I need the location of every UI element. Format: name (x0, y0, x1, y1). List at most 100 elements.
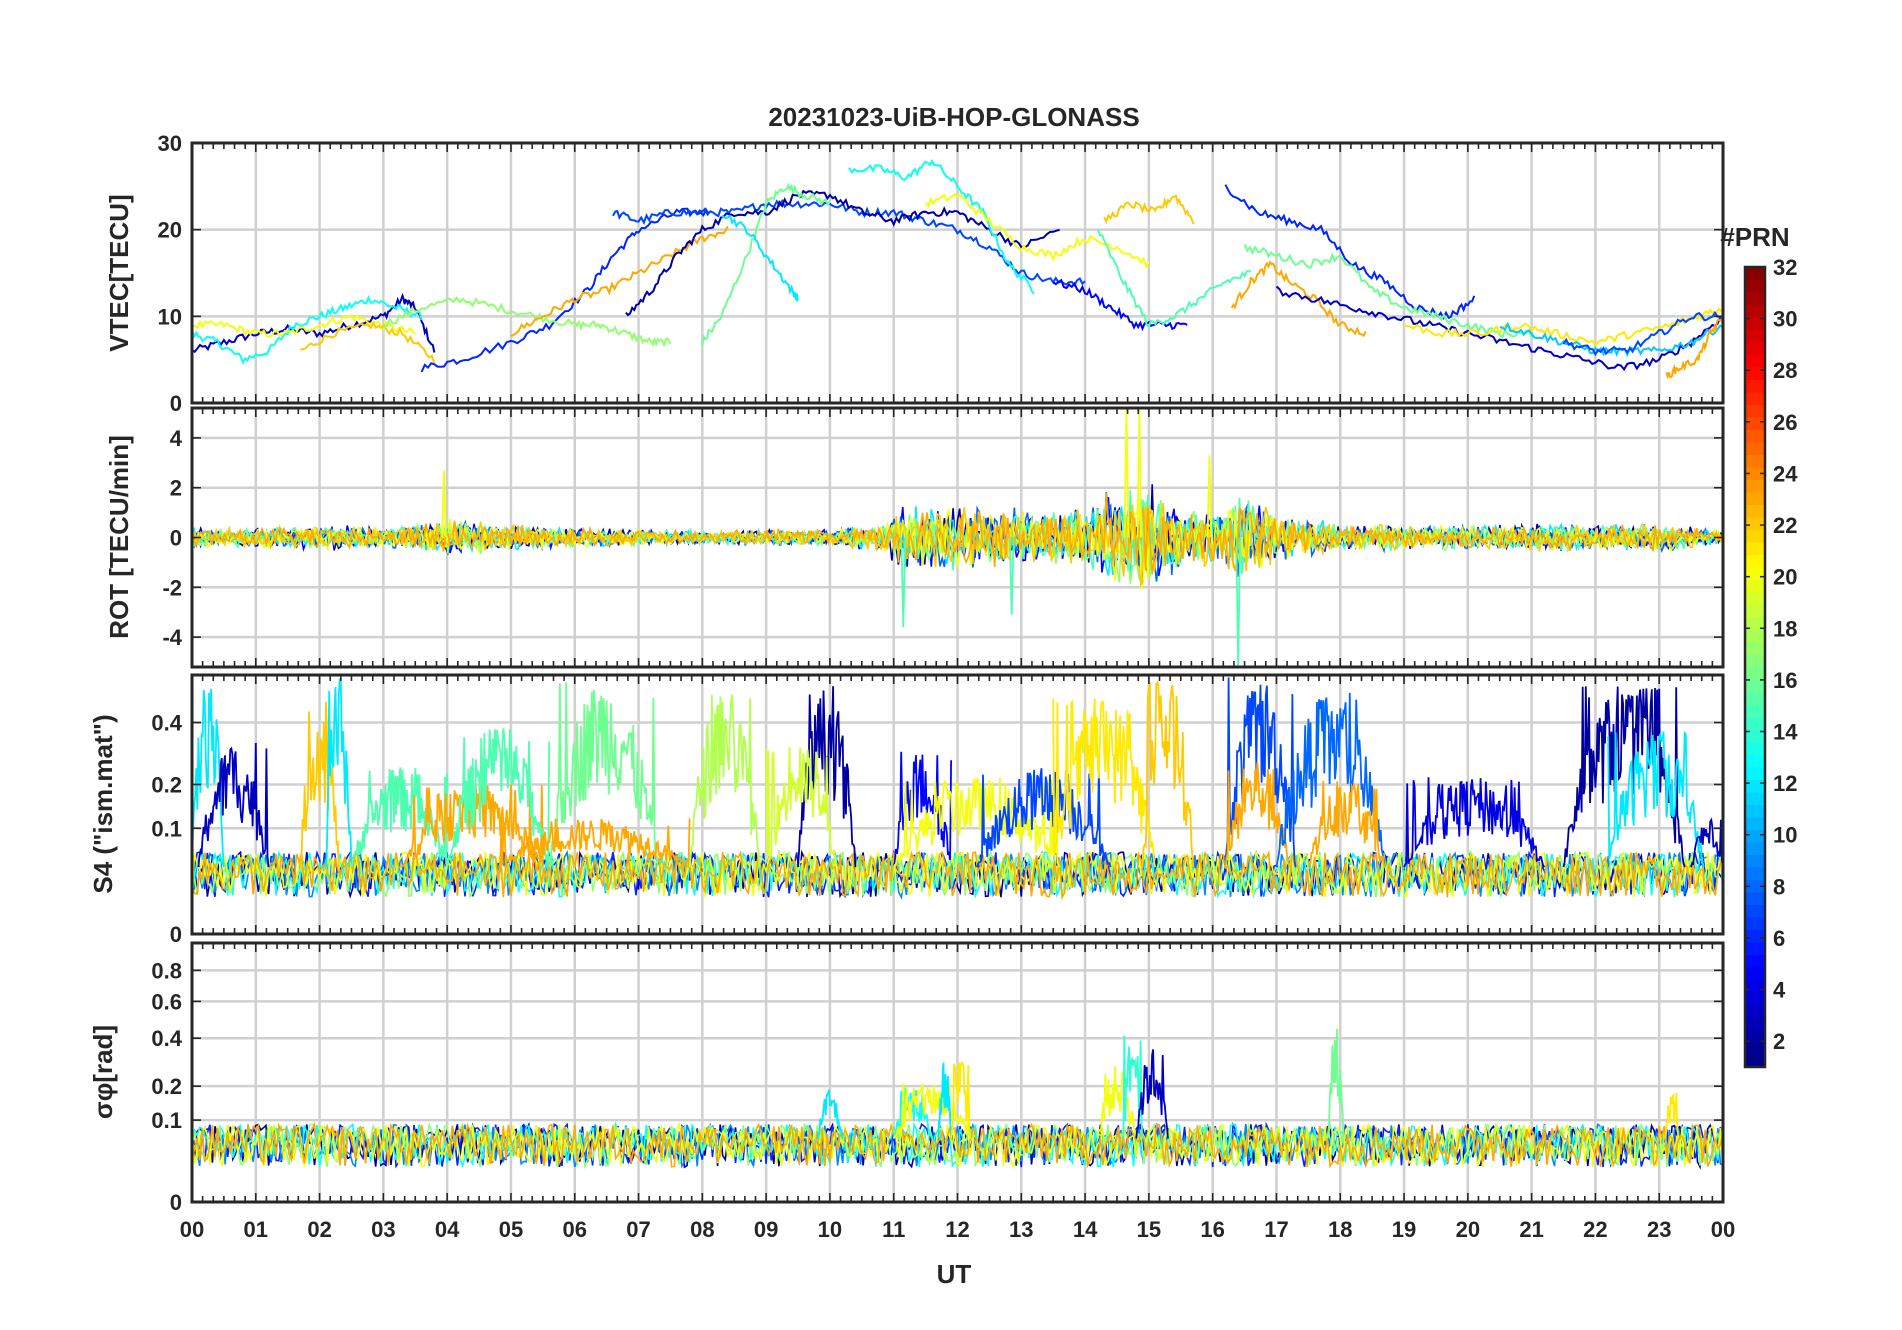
rot-spike (1123, 408, 1130, 538)
colorbar-swatch (1745, 492, 1765, 505)
colorbar-swatch (1745, 967, 1765, 980)
burst-series-line (950, 1060, 972, 1139)
burst-series-line (197, 742, 270, 868)
colorbar-swatch (1745, 604, 1765, 618)
burst-series-line (350, 767, 449, 868)
x-tick-label: 07 (626, 1217, 650, 1242)
y-axis-label: S4 ("ism.mat") (88, 714, 118, 893)
colorbar-tick-label: 4 (1773, 978, 1786, 1003)
colorbar-swatch (1745, 879, 1765, 893)
colorbar-swatch (1745, 917, 1765, 930)
x-tick-label: 21 (1519, 1217, 1543, 1242)
x-tick-label: 12 (945, 1217, 969, 1242)
vtec-series-line (1103, 194, 1195, 225)
vtec-series-line (1052, 278, 1188, 332)
y-tick-label: 0.4 (151, 1026, 182, 1051)
vtec-series-line (1665, 313, 1723, 380)
rot-spike (900, 537, 907, 628)
y-axis-label: ROT [TECU/min] (104, 435, 134, 639)
x-tick-label: 05 (499, 1217, 523, 1242)
colorbar-swatch (1745, 1017, 1765, 1030)
burst-series-line (688, 694, 761, 868)
colorbar-swatch (1745, 504, 1765, 518)
colorbar-swatch (1745, 704, 1765, 718)
burst-series-line (1326, 1028, 1345, 1139)
colorbar-swatch (1745, 992, 1765, 1005)
colorbar-tick-label: 14 (1773, 720, 1798, 745)
colorbar-swatch (1745, 554, 1765, 568)
x-tick-label: 04 (435, 1217, 460, 1242)
x-tick-label: 08 (690, 1217, 714, 1242)
burst-series-line (446, 728, 551, 868)
y-tick-label: 0.1 (151, 816, 182, 841)
rot-series-line (192, 492, 1723, 575)
colorbar-swatch (1745, 404, 1765, 418)
vtec-series-line (1230, 260, 1367, 338)
x-tick-label: 19 (1392, 1217, 1416, 1242)
colorbar-swatch (1745, 567, 1765, 580)
series-group (192, 159, 1723, 380)
colorbar-swatch (1745, 954, 1765, 968)
rot-series-line (192, 499, 1723, 590)
burst-series-line (1307, 781, 1386, 868)
colorbar-swatch (1745, 804, 1765, 818)
y-tick-label: -2 (162, 575, 182, 600)
colorbar-swatch (1745, 1004, 1765, 1018)
colorbar-swatch (1745, 454, 1765, 468)
vtec-series-line (924, 192, 1150, 269)
colorbar-swatch (1745, 1029, 1765, 1043)
colorbar-swatch (1745, 367, 1765, 380)
y-tick-label: 0.6 (151, 989, 182, 1014)
burst-series-line (299, 701, 340, 868)
colorbar-tick-label: 30 (1773, 307, 1797, 332)
vtec-series-line (382, 296, 672, 348)
colorbar-swatch (1745, 779, 1765, 793)
vtec-series-line (192, 292, 436, 354)
colorbar-swatch (1745, 629, 1765, 643)
colorbar-swatch (1745, 1042, 1765, 1055)
colorbar-swatch (1745, 542, 1765, 555)
colorbar-swatch (1745, 754, 1765, 768)
x-tick-label: 13 (1009, 1217, 1033, 1242)
colorbar-tick-label: 6 (1773, 926, 1785, 951)
burst-series-line (1562, 686, 1686, 868)
colorbar-swatch (1745, 304, 1765, 318)
vtec-series-line (625, 189, 1060, 317)
colorbar-swatch (1745, 317, 1765, 330)
x-tick-label: 02 (307, 1217, 331, 1242)
colorbar-tick-label: 8 (1773, 874, 1785, 899)
colorbar-swatch (1745, 1054, 1765, 1068)
vtec-series-line (701, 182, 831, 346)
tick-marks (191, 408, 1724, 667)
panel-vtec: 0 10 20 30 VTEC[TECU] (104, 131, 1725, 416)
burst-series-line (1403, 777, 1546, 868)
x-tick-label: 03 (371, 1217, 395, 1242)
colorbar-swatch (1745, 442, 1765, 455)
colorbar-swatch (1745, 592, 1765, 605)
panel-sigma_phi: 0 0.1 0.2 0.4 0.6 0.8 σφ[rad] 00 01 02 03 04 05 06 07 0… (88, 941, 1735, 1242)
x-axis-label: UT (937, 1259, 972, 1289)
tick-marks (191, 675, 1724, 935)
colorbar-swatch (1745, 679, 1765, 693)
colorbar-swatch (1745, 717, 1765, 730)
colorbar-label: #PRN (1720, 222, 1789, 252)
x-tick-label: 01 (244, 1217, 268, 1242)
colorbar-swatch (1745, 867, 1765, 880)
figure-title: 20231023-UiB-HOP-GLONASS (768, 102, 1139, 132)
colorbar-tick-label: 26 (1773, 410, 1797, 435)
colorbar-swatch (1745, 529, 1765, 543)
y-tick-label: 0.8 (151, 958, 182, 983)
burst-series-line (1096, 1066, 1137, 1139)
vtec-series-line (1275, 285, 1723, 372)
y-tick-label: 0.1 (151, 1108, 182, 1133)
colorbar-swatch (1745, 667, 1765, 680)
burst-series-line (937, 1062, 952, 1139)
vtec-series-line (1562, 311, 1723, 357)
y-tick-label: 0.4 (151, 711, 182, 736)
colorbar-swatch (1745, 854, 1765, 868)
background-series-line (192, 1121, 1723, 1169)
background-series-line (192, 1122, 1723, 1169)
colorbar-tick-label: 16 (1773, 668, 1797, 693)
rot-spike (441, 470, 447, 538)
